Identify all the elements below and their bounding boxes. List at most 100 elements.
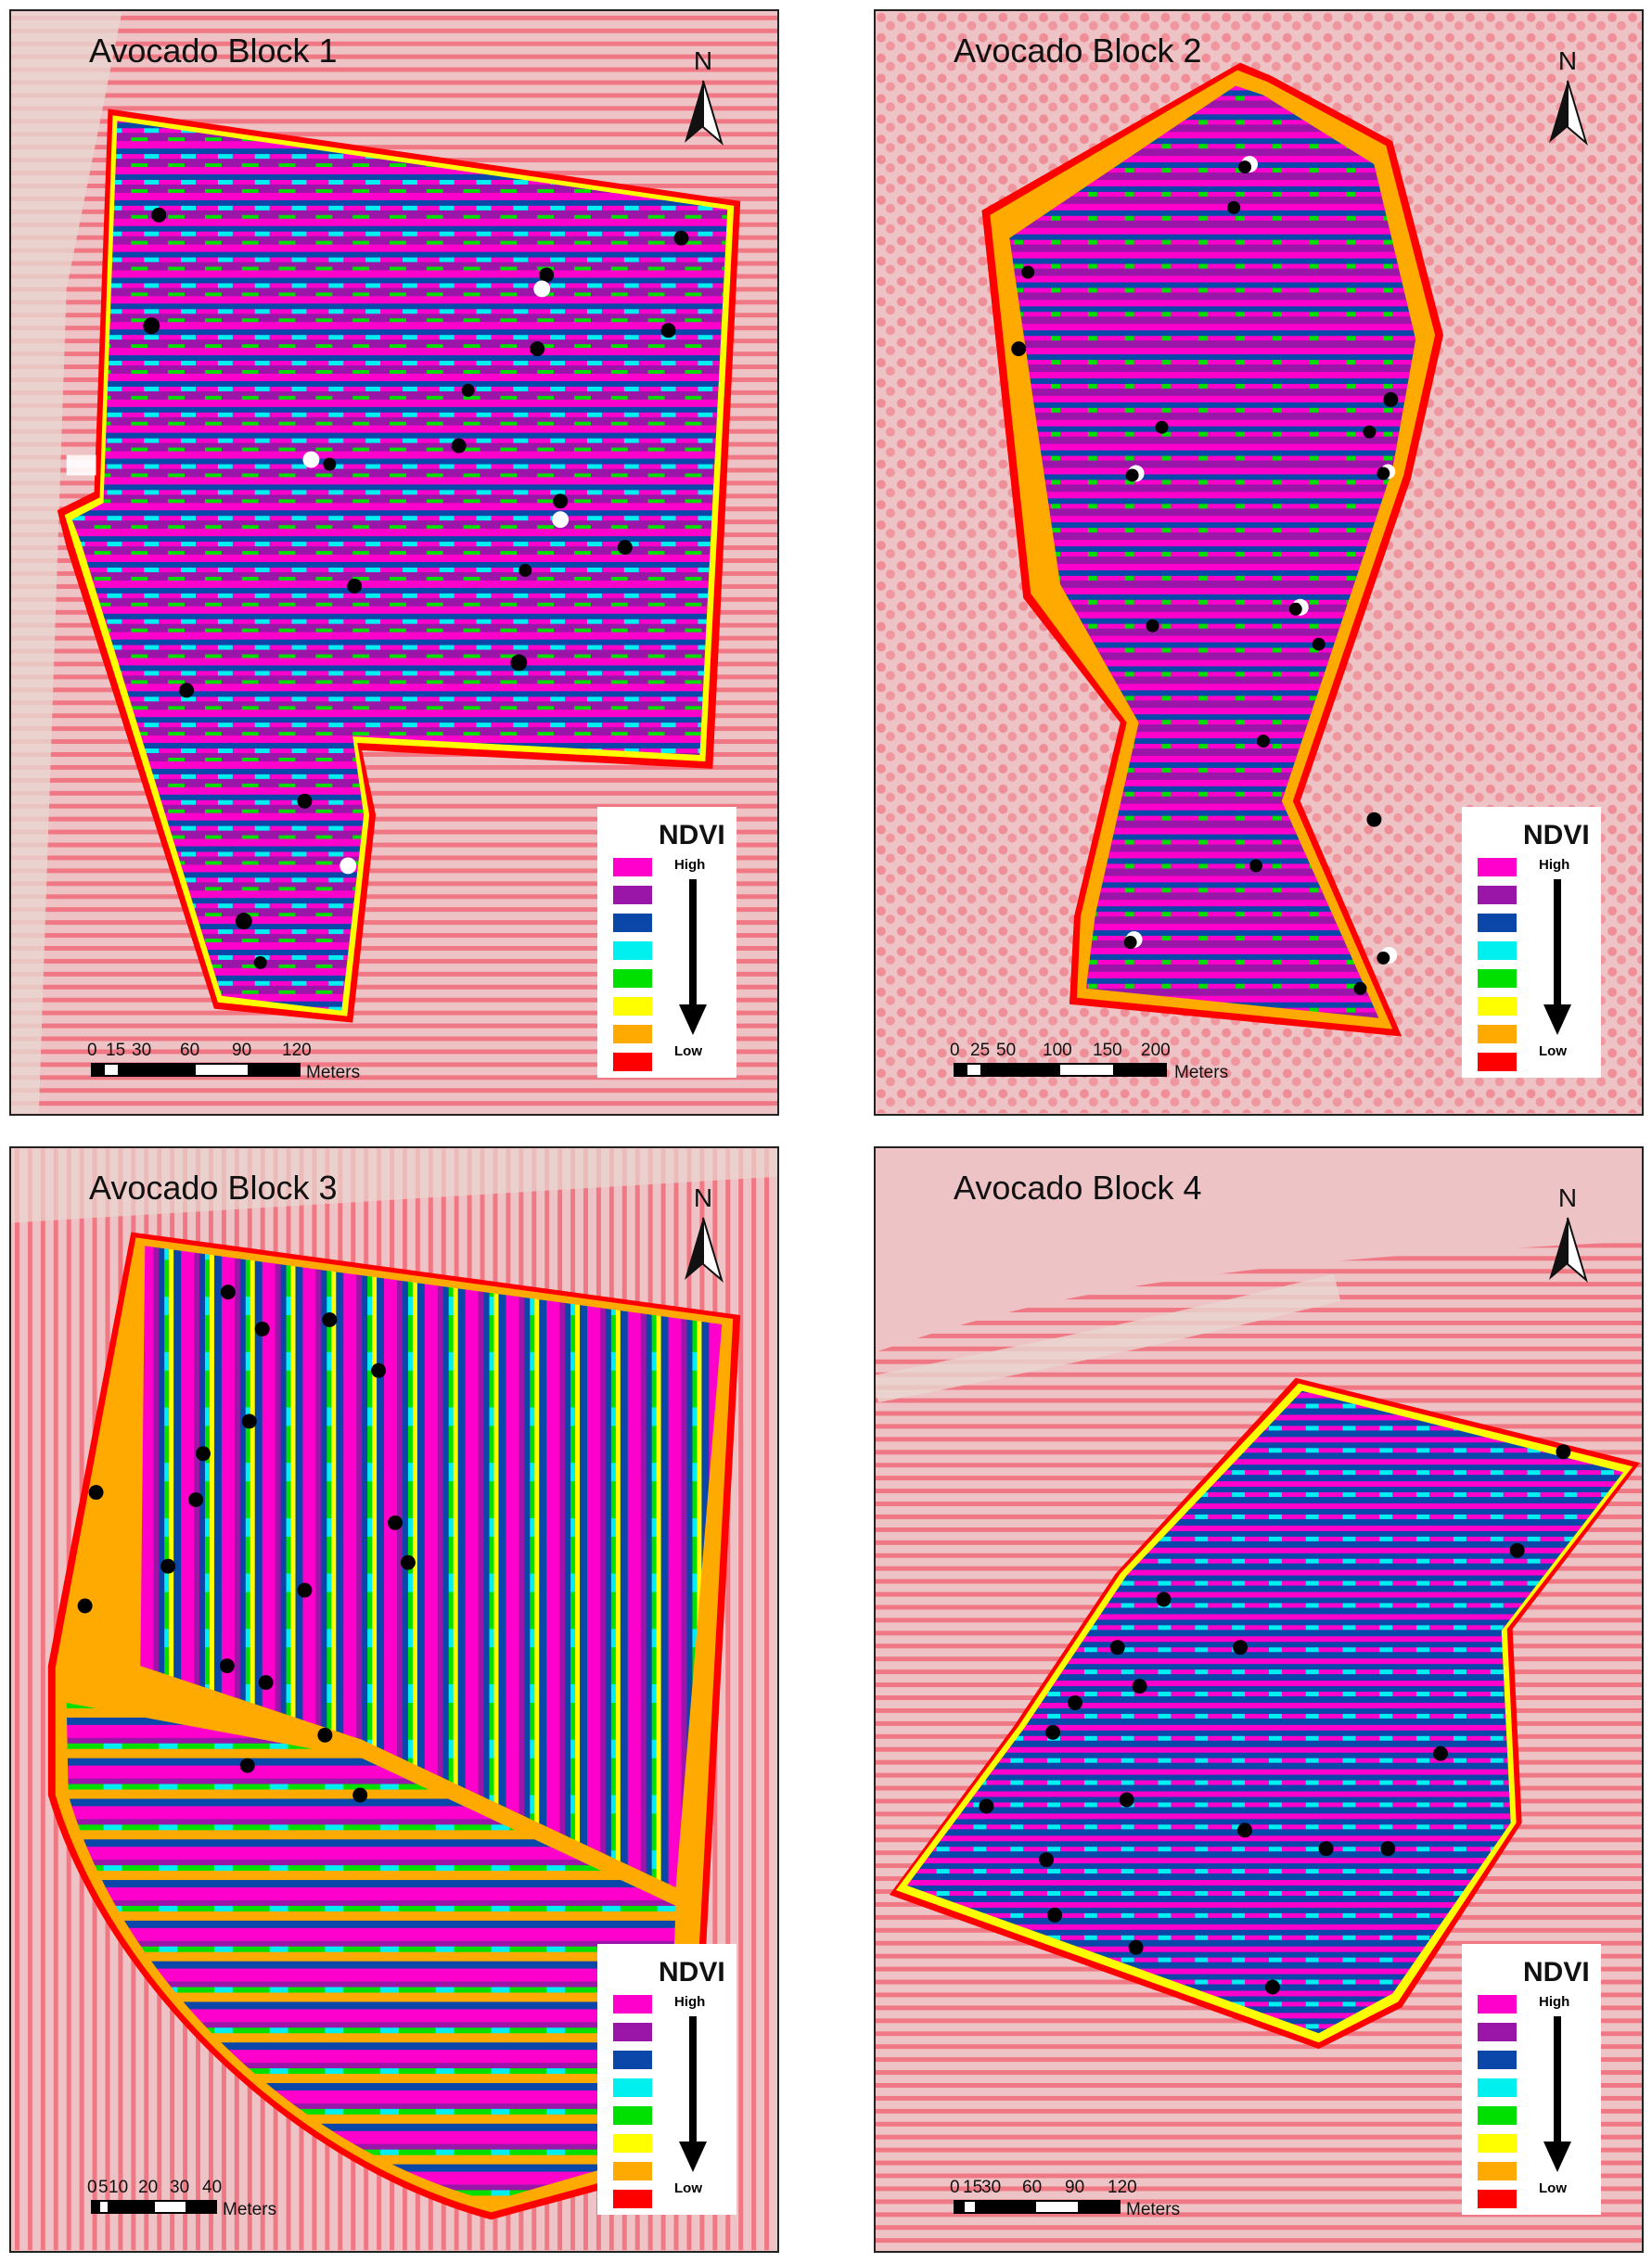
scale-bar: 0 5 10 20 30 40 Meters	[87, 2178, 314, 2219]
legend-swatch	[613, 2106, 652, 2125]
legend-high-label: High	[674, 857, 706, 873]
scale-unit: Meters	[1126, 2200, 1181, 2219]
scale-tick: 0	[950, 2178, 960, 2197]
legend-swatch	[613, 858, 652, 876]
legend-swatch	[1478, 969, 1517, 988]
north-arrow-icon: N	[675, 46, 731, 158]
legend-title: NDVI	[659, 1957, 725, 1988]
scale-bar: 0 15 30 60 90 120 Meters	[87, 1041, 369, 1082]
legend-low-label: Low	[1539, 1043, 1567, 1059]
arrow-down-icon	[1543, 2016, 1571, 2172]
map-title: Avocado Block 3	[89, 1169, 338, 1207]
ndvi-legend: NDVI High Low	[597, 1944, 736, 2215]
scale-tick: 120	[282, 1041, 312, 1060]
scale-tick: 5	[98, 2178, 109, 2197]
legend-swatch	[1478, 2162, 1517, 2180]
legend-swatch	[613, 997, 652, 1016]
scale-tick: 0	[950, 1041, 960, 1060]
legend-high-label: High	[1539, 857, 1570, 873]
legend-swatch	[613, 914, 652, 932]
ndvi-map-block-1	[11, 11, 777, 1114]
legend-swatch	[1478, 2078, 1517, 2097]
scale-unit: Meters	[306, 1063, 361, 1082]
legend-swatch	[1478, 997, 1517, 1016]
scale-tick: 0	[87, 2178, 97, 2197]
sample-points-block-3	[77, 1285, 416, 1803]
scale-tick: 90	[1065, 2178, 1085, 2197]
legend-title: NDVI	[659, 820, 725, 850]
scale-tick: 30	[132, 1041, 152, 1060]
legend-title: NDVI	[1523, 820, 1590, 850]
north-arrow-icon: N	[1540, 1183, 1595, 1295]
map-title: Avocado Block 2	[954, 32, 1202, 70]
legend-swatch	[613, 1053, 652, 1071]
legend-swatch	[1478, 2106, 1517, 2125]
legend-low-label: Low	[674, 1043, 702, 1059]
north-arrow-icon: N	[675, 1183, 731, 1295]
arrow-down-icon	[679, 879, 707, 1035]
sample-points-block-1	[143, 207, 689, 969]
legend-swatch	[613, 2051, 652, 2069]
legend-high-label: High	[1539, 1994, 1570, 2010]
scale-bar: 0 15 30 60 90 120 Meters	[950, 2178, 1232, 2219]
scale-bar-graphic	[954, 2200, 1121, 2214]
scale-tick: 40	[202, 2178, 223, 2197]
north-label: N	[1557, 46, 1578, 75]
legend-swatch	[613, 969, 652, 988]
legend-swatch	[1478, 1053, 1517, 1071]
legend-swatch	[1478, 2190, 1517, 2208]
legend-swatch	[613, 1995, 652, 2014]
legend-swatch	[613, 1025, 652, 1043]
legend-swatch	[613, 886, 652, 904]
map-panel-block-4: Avocado Block 4 N NDVI High Low 0 15 30 …	[874, 1146, 1644, 2253]
legend-swatch	[1478, 2134, 1517, 2153]
map-title: Avocado Block 1	[89, 32, 338, 70]
scale-bar-graphic	[91, 1063, 301, 1077]
legend-low-label: Low	[674, 2180, 702, 2196]
legend-swatch	[1478, 2023, 1517, 2041]
legend-high-label: High	[674, 1994, 706, 2010]
scale-bar: 0 25 50 100 150 200 Meters	[950, 1041, 1250, 1082]
ndvi-map-block-4	[876, 1148, 1642, 2251]
scale-bar-graphic	[954, 1063, 1167, 1077]
scale-tick: 15	[106, 1041, 126, 1060]
scale-tick: 50	[996, 1041, 1017, 1060]
scale-tick: 60	[180, 1041, 200, 1060]
north-label: N	[693, 46, 713, 75]
legend-swatch	[1478, 858, 1517, 876]
legend-swatch	[613, 941, 652, 960]
ndvi-legend: NDVI High Low	[1462, 1944, 1601, 2215]
scale-tick: 25	[970, 1041, 991, 1060]
legend-swatch	[1478, 914, 1517, 932]
north-label: N	[1557, 1183, 1578, 1212]
scale-tick: 100	[1043, 1041, 1072, 1060]
scale-tick: 30	[170, 2178, 190, 2197]
map-panel-block-3: Avocado Block 3 N NDVI High Low 0 5 10 2…	[9, 1146, 779, 2253]
legend-swatch	[1478, 1025, 1517, 1043]
legend-low-label: Low	[1539, 2180, 1567, 2196]
ndvi-legend: NDVI High Low	[597, 807, 736, 1078]
legend-swatch	[613, 2190, 652, 2208]
map-panel-block-1: Avocado Block 1 N NDVI High Low 0 15 30 …	[9, 9, 779, 1116]
legend-swatch	[613, 2078, 652, 2097]
arrow-down-icon	[1543, 879, 1571, 1035]
scale-tick: 200	[1141, 1041, 1171, 1060]
north-arrow-icon: N	[1540, 46, 1595, 158]
scale-tick: 30	[981, 2178, 1002, 2197]
scale-unit: Meters	[1174, 1063, 1229, 1082]
legend-title: NDVI	[1523, 1957, 1590, 1988]
sample-points-block-2	[1011, 156, 1399, 995]
scale-tick: 20	[138, 2178, 159, 2197]
scale-tick: 150	[1093, 1041, 1122, 1060]
map-title: Avocado Block 4	[954, 1169, 1202, 1207]
legend-swatch	[613, 2134, 652, 2153]
scale-tick: 15	[963, 2178, 983, 2197]
arrow-down-icon	[679, 2016, 707, 2172]
north-label: N	[693, 1183, 713, 1212]
scale-tick: 120	[1108, 2178, 1137, 2197]
legend-swatch	[1478, 941, 1517, 960]
ndvi-map-block-3	[11, 1148, 777, 2251]
ndvi-legend: NDVI High Low	[1462, 807, 1601, 1078]
legend-swatch	[613, 2162, 652, 2180]
legend-swatch	[1478, 886, 1517, 904]
